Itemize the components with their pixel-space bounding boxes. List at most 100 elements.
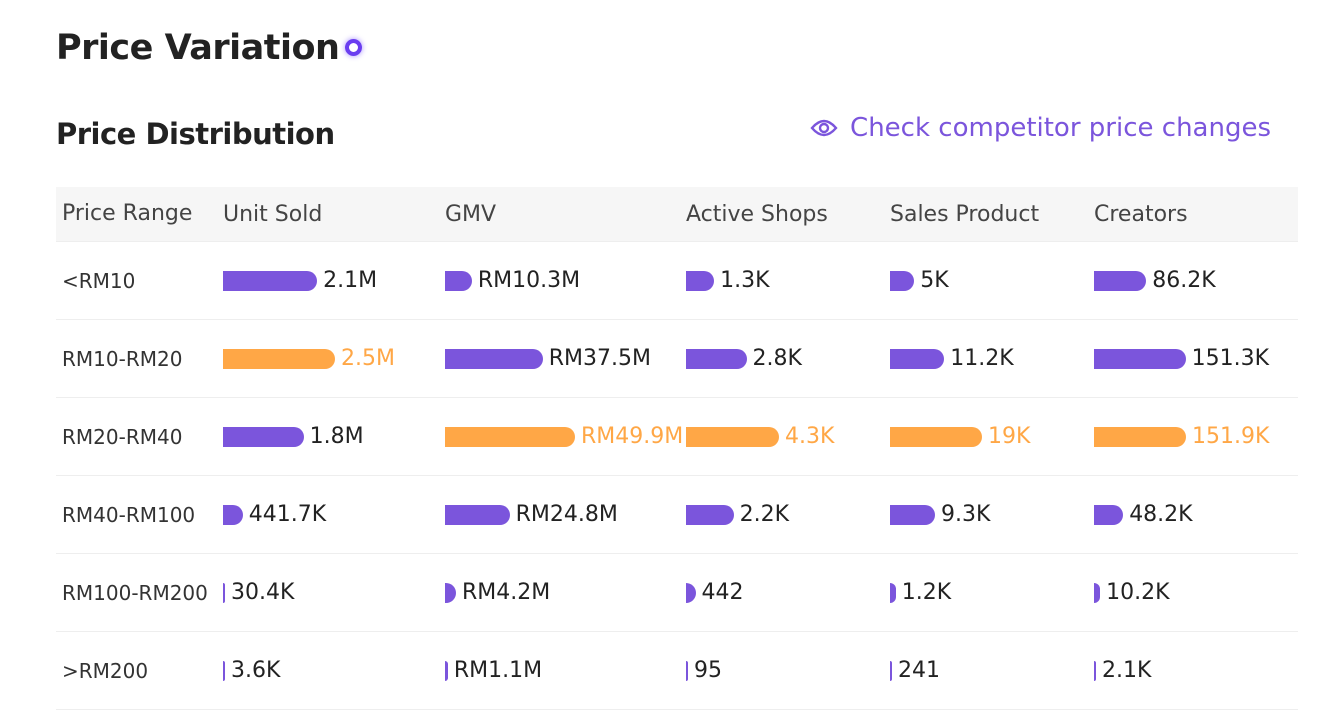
bar xyxy=(223,270,318,291)
bar xyxy=(890,426,982,447)
header-row: Price Range Unit Sold GMV Active Shops Sales… xyxy=(56,187,1298,242)
bar xyxy=(890,270,915,291)
value-label: RM37.5M xyxy=(548,346,651,371)
table-row: <RM10 2.1M RM10.3M 1.3K 5K 86.2K xyxy=(56,242,1298,320)
value-label: 151.3K xyxy=(1191,346,1270,371)
cell: 2.8K xyxy=(686,346,890,371)
value-label: RM24.8M xyxy=(515,502,618,527)
bar xyxy=(445,504,510,525)
cell: 9.3K xyxy=(890,502,1094,527)
value-label: 11.2K xyxy=(950,346,1014,371)
bar xyxy=(223,582,225,603)
bar xyxy=(223,426,304,447)
bar xyxy=(223,348,335,369)
value-label: RM10.3M xyxy=(477,268,581,293)
cell: RM24.8M xyxy=(445,502,686,527)
subtitle: Price Distribution xyxy=(56,117,335,151)
bar xyxy=(1094,426,1186,447)
value-label: 2.1M xyxy=(323,268,378,293)
cell: RM49.9M xyxy=(445,424,686,449)
competitor-link[interactable]: Check competitor price changes xyxy=(810,113,1271,143)
value-label: 241 xyxy=(898,658,940,683)
cell: RM4.2M xyxy=(445,580,686,605)
cell: 19K xyxy=(890,424,1094,449)
price-range: >RM200 xyxy=(62,658,149,683)
value-label: 2.8K xyxy=(752,346,802,371)
value-label: 30.4K xyxy=(231,580,295,605)
price-range: <RM10 xyxy=(62,268,136,293)
cell: 1.3K xyxy=(686,268,890,293)
link-text[interactable]: Check competitor price changes xyxy=(850,113,1271,143)
value-label: 4.3K xyxy=(785,424,835,449)
value-label: 151.9K xyxy=(1192,424,1270,449)
value-label: 48.2K xyxy=(1129,502,1193,527)
bar xyxy=(223,660,225,681)
cell: 1.2K xyxy=(890,580,1094,605)
cell: 241 xyxy=(890,658,1094,683)
bar xyxy=(1094,660,1096,681)
value-label: 442 xyxy=(701,580,744,605)
price-range: RM10-RM20 xyxy=(62,346,183,371)
bar xyxy=(445,582,456,603)
bar xyxy=(686,504,734,525)
cell: 95 xyxy=(686,658,890,683)
column-header: Unit Sold xyxy=(223,201,323,227)
bar xyxy=(1094,582,1101,603)
column-header: Price Range xyxy=(62,201,193,226)
bar xyxy=(445,348,543,369)
value-label: 86.2K xyxy=(1152,268,1216,293)
cell: 11.2K xyxy=(890,346,1094,371)
column-header: Creators xyxy=(1094,201,1188,227)
table-row: RM20-RM40 1.8M RM49.9M 4.3K 19K 151.9K xyxy=(56,398,1298,476)
value-label: 2.5M xyxy=(341,346,395,371)
bar xyxy=(1094,348,1186,369)
table-row: RM10-RM20 2.5M RM37.5M 2.8K 11.2K 151.3K xyxy=(56,320,1298,398)
cell: 86.2K xyxy=(1094,268,1298,293)
value-label: 9.3K xyxy=(941,502,991,527)
bar xyxy=(686,582,696,603)
value-label: 95 xyxy=(694,658,723,683)
value-label: RM49.9M xyxy=(581,424,684,449)
table: Price Range Unit Sold GMV Active Shops Sales… xyxy=(56,187,1298,710)
bar xyxy=(890,660,892,681)
value-label: 1.3K xyxy=(720,268,770,293)
cell: 151.9K xyxy=(1094,424,1298,449)
bar xyxy=(686,270,715,291)
bar xyxy=(445,426,575,447)
bar xyxy=(686,426,779,447)
value-label: 441.7K xyxy=(248,502,327,527)
value-label: RM4.2M xyxy=(461,580,551,605)
cell: 3.6K xyxy=(223,658,445,683)
cell: 151.3K xyxy=(1094,346,1298,371)
cell: 48.2K xyxy=(1094,502,1298,527)
value-label: 2.2K xyxy=(739,502,789,527)
title: Price Variation xyxy=(56,28,340,68)
cell: 1.8M xyxy=(223,424,445,449)
eye-icon xyxy=(810,119,838,137)
value-label: 1.8M xyxy=(309,424,364,449)
cell: 441.7K xyxy=(223,502,445,527)
bar xyxy=(445,270,472,291)
bar xyxy=(1094,270,1147,291)
price-range: RM40-RM100 xyxy=(62,502,196,527)
table-row: RM40-RM100 441.7K RM24.8M 2.2K 9.3K 48.2K xyxy=(56,476,1298,554)
bar xyxy=(1094,504,1124,525)
cell: RM10.3M xyxy=(445,268,686,293)
value-label: RM1.1M xyxy=(453,658,543,683)
column-header: Active Shops xyxy=(686,201,828,227)
bar xyxy=(686,348,747,369)
bar xyxy=(890,582,896,603)
column-header: Sales Product xyxy=(890,201,1040,227)
cell: 30.4K xyxy=(223,580,445,605)
bar xyxy=(890,504,936,525)
cell: 2.1K xyxy=(1094,658,1298,683)
cell: 442 xyxy=(686,580,890,605)
cell: 10.2K xyxy=(1094,580,1298,605)
info-dot xyxy=(345,39,362,56)
bar xyxy=(445,660,448,681)
value-label: 3.6K xyxy=(231,658,281,683)
cell: 2.5M xyxy=(223,346,445,371)
value-label: 5K xyxy=(920,268,949,293)
cell: 4.3K xyxy=(686,424,890,449)
